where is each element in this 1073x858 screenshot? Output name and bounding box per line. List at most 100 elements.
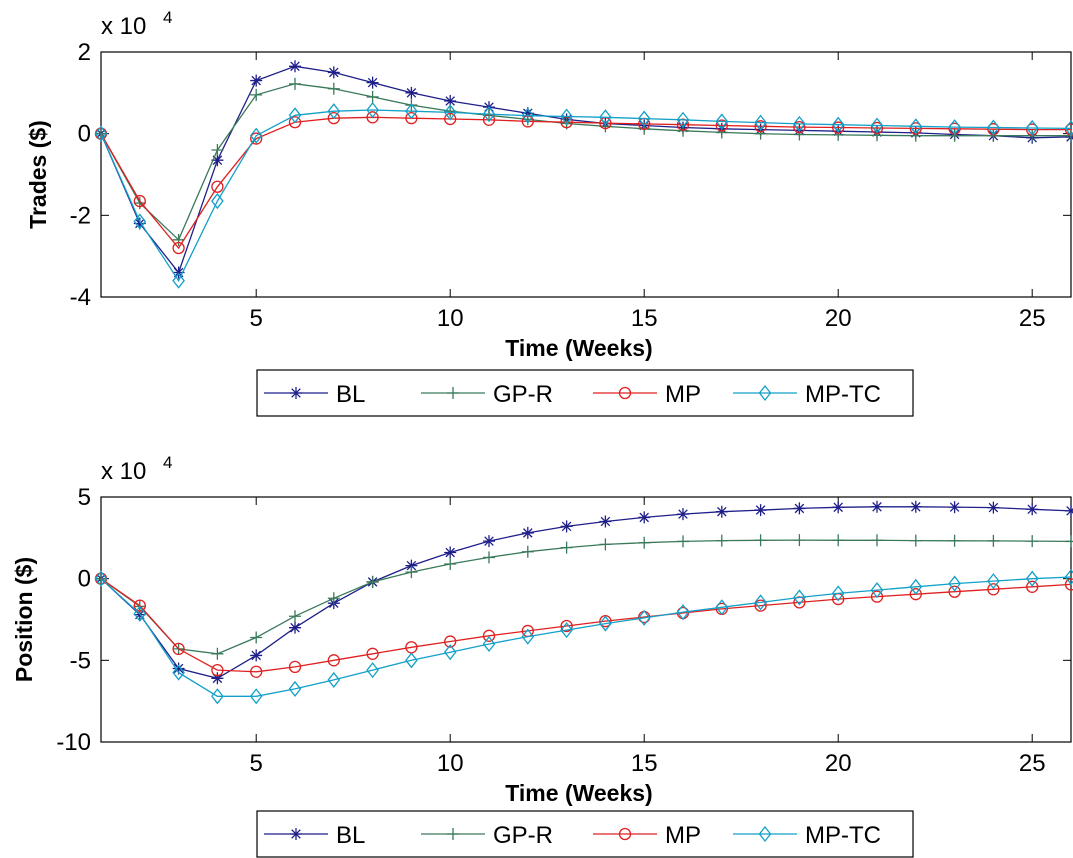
data-point-gp-r [1065,535,1073,548]
y-tick-label: 2 [78,39,91,66]
data-point-mp-tc [948,575,961,592]
data-point-mp-tc [288,680,302,697]
legend-label-mp: MP [665,822,701,849]
data-point-mp-tc [521,107,535,124]
data-point-gp-r [599,538,612,551]
data-point-gp-r [95,127,107,140]
data-point-gp-r [560,541,573,554]
data-point-mp [172,642,185,656]
data-point-gp-r [250,631,263,644]
data-point-gp-r [909,129,922,142]
data-point-mp [172,241,185,255]
data-point-gp-r [327,592,340,605]
data-point-gp-r [366,90,379,103]
data-point-gp-r [987,129,1000,142]
data-point-mp-tc [715,599,729,616]
data-point-mp [250,665,263,678]
data-point-mp-tc [288,107,302,124]
data-point-bl [599,515,612,528]
y-tick-label: -4 [70,284,91,311]
data-point-gp-r [327,82,340,95]
legend-label-mp: MP [665,381,701,408]
data-point-mp-tc [366,101,379,119]
data-point-mp-tc [443,104,457,121]
data-point-mp-tc [249,127,263,144]
data-point-mp-tc [1025,119,1039,137]
data-point-mp-tc [909,118,923,135]
y-axis-label: Position ($) [11,557,37,682]
data-point-mp [715,119,728,132]
y-multiplier-exponent: 4 [163,8,172,27]
data-point-mp-tc [754,114,767,131]
legend-marker-mp [618,386,632,400]
legend-label-bl: BL [336,381,365,408]
data-point-gp-r [172,233,185,246]
data-point-gp-r [289,77,301,90]
data-point-bl [1026,503,1039,516]
y-tick-label: 0 [78,121,91,148]
data-point-mp-tc [831,116,845,133]
data-point-mp-tc [405,652,418,669]
data-point-mp [987,583,1000,596]
legend-label-gp-r: GP-R [493,822,553,849]
legend-marker-bl [290,828,302,840]
data-point-mp [793,120,806,134]
x-tick-label: 15 [631,305,658,332]
data-point-bl [250,649,263,662]
data-point-gp-r [1026,535,1039,548]
trades-chart: 5 10 15 20 25 -4 -2 0 2 x 10 4 Time (Weeks) Trades (… [25,8,1073,361]
series-line-gp-r [100,83,1071,241]
legend-marker-mp-tc [758,825,772,843]
data-point-mp-tc [249,688,263,705]
plot-frame [100,51,1072,298]
data-point-mp-tc [1025,570,1039,587]
data-point-mp-tc [482,635,496,653]
data-point-mp [754,120,767,133]
data-point-gp-r [405,566,418,579]
x-tick-label: 25 [1019,750,1046,777]
series-mp-tc [94,101,1073,289]
data-point-bl [560,520,573,533]
series-line-bl [100,506,1072,679]
data-point-bl [521,107,534,120]
data-point-gp-r [211,647,224,660]
data-point-mp [909,588,922,601]
data-point-bl [366,76,379,89]
data-point-bl [405,559,418,572]
data-point-mp [288,660,302,674]
x-tick-label: 5 [250,750,263,777]
data-point-mp-tc [754,594,767,611]
data-point-mp-tc [637,110,651,127]
data-point-gp-r [289,610,301,623]
data-point-bl [1065,504,1073,517]
data-point-bl [250,74,263,87]
data-point-mp-tc [1064,568,1073,586]
data-point-bl [715,505,728,518]
y-axis-label: Trades ($) [25,120,51,229]
data-point-mp [832,121,845,134]
data-point-mp-tc [715,113,729,130]
data-point-mp-tc [560,622,573,639]
data-point-bl [289,60,301,73]
data-point-mp-tc [172,272,185,289]
series-mp-tc [94,568,1073,705]
y-tick-label: -2 [70,202,91,229]
legend-marker-mp-tc [758,384,772,402]
data-point-mp-tc [133,213,147,230]
data-point-mp-tc [637,609,651,626]
series-line-gp-r [100,539,1072,655]
legend-box [256,369,914,417]
data-point-mp-tc [327,671,341,688]
data-point-bl [405,86,418,99]
data-point-gp-r [871,129,883,142]
data-point-mp-tc [676,604,690,621]
data-point-mp-tc [172,664,185,681]
data-point-gp-r [793,534,806,547]
data-point-gp-r [871,534,883,547]
data-point-mp [327,112,340,125]
legend-marker-gp-r [447,828,459,840]
y-multiplier-label: x 10 [101,13,146,40]
data-point-mp [560,619,573,633]
data-point-gp-r [444,557,457,570]
